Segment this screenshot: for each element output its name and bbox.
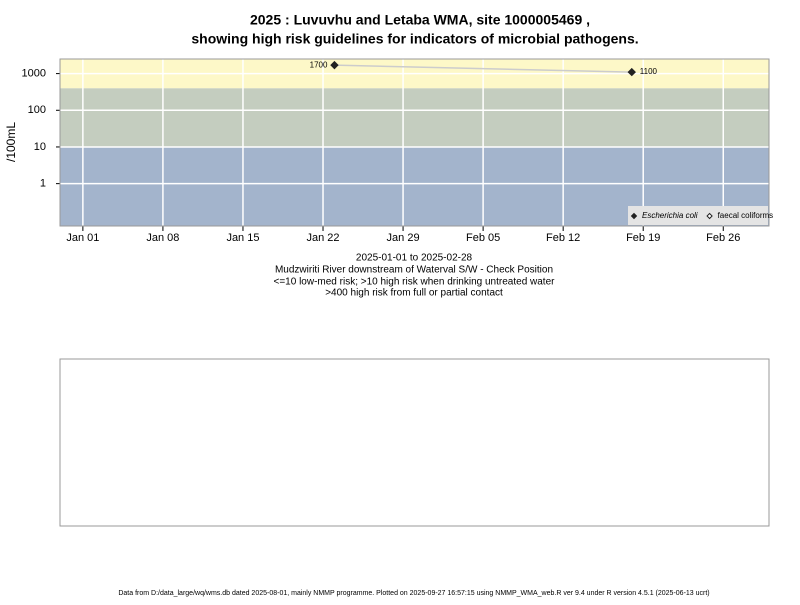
y-tick-label: 1: [40, 178, 46, 190]
data-label: 1100: [640, 67, 658, 76]
x-tick-label: Feb 26: [706, 232, 740, 244]
legend-label: faecal coliforms: [718, 211, 774, 220]
note: Mudzwiriti River downstream of Waterval …: [275, 265, 553, 276]
plot-frame: [59, 58, 770, 227]
chart-title: 2025 : Luvuvhu and Letaba WMA, site 1000…: [250, 12, 590, 28]
data-point: [627, 67, 636, 77]
legend-marker: [706, 212, 713, 220]
y-tick-label: 10: [34, 141, 46, 153]
x-tick-label: Jan 01: [66, 232, 99, 244]
note: >400 high risk from full or partial cont…: [325, 288, 503, 299]
x-tick-label: Jan 22: [307, 232, 340, 244]
chart-title: showing high risk guidelines for indicat…: [191, 31, 638, 47]
y-tick-label: 100: [28, 104, 46, 116]
legend-label: Escherichia coli: [642, 211, 698, 220]
legend-box: [628, 206, 768, 225]
legend-marker: [630, 212, 638, 220]
x-tick-label: Jan 15: [226, 232, 259, 244]
x-tick-label: Jan 29: [387, 232, 420, 244]
x-tick-label: Jan 08: [146, 232, 179, 244]
data-point: [330, 60, 339, 70]
data-label: 1700: [310, 60, 328, 69]
x-tick-label: Feb 05: [466, 232, 500, 244]
x-tick-label: Feb 12: [546, 232, 580, 244]
note: <=10 low-med risk; >10 high risk when dr…: [274, 277, 556, 288]
series-line: [334, 64, 632, 73]
note: 2025-01-01 to 2025-02-28: [356, 253, 473, 264]
x-tick-label: Feb 19: [626, 232, 660, 244]
y-axis-label: /100mL: [4, 122, 18, 162]
empty-panel: [59, 358, 770, 527]
risk-band: [60, 88, 769, 147]
footer: Data from D:/data_large/wq/wms.db dated …: [118, 590, 709, 597]
y-tick-label: 1000: [22, 68, 46, 80]
